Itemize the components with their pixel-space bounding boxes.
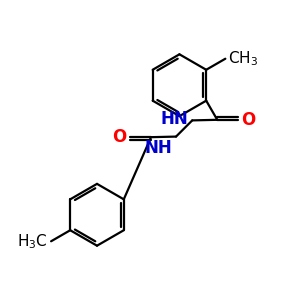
Text: HN: HN: [161, 110, 189, 128]
Text: NH: NH: [145, 139, 172, 157]
Text: H$_3$C: H$_3$C: [17, 232, 48, 250]
Text: O: O: [242, 111, 256, 129]
Text: O: O: [112, 128, 127, 146]
Text: CH$_3$: CH$_3$: [228, 50, 258, 68]
